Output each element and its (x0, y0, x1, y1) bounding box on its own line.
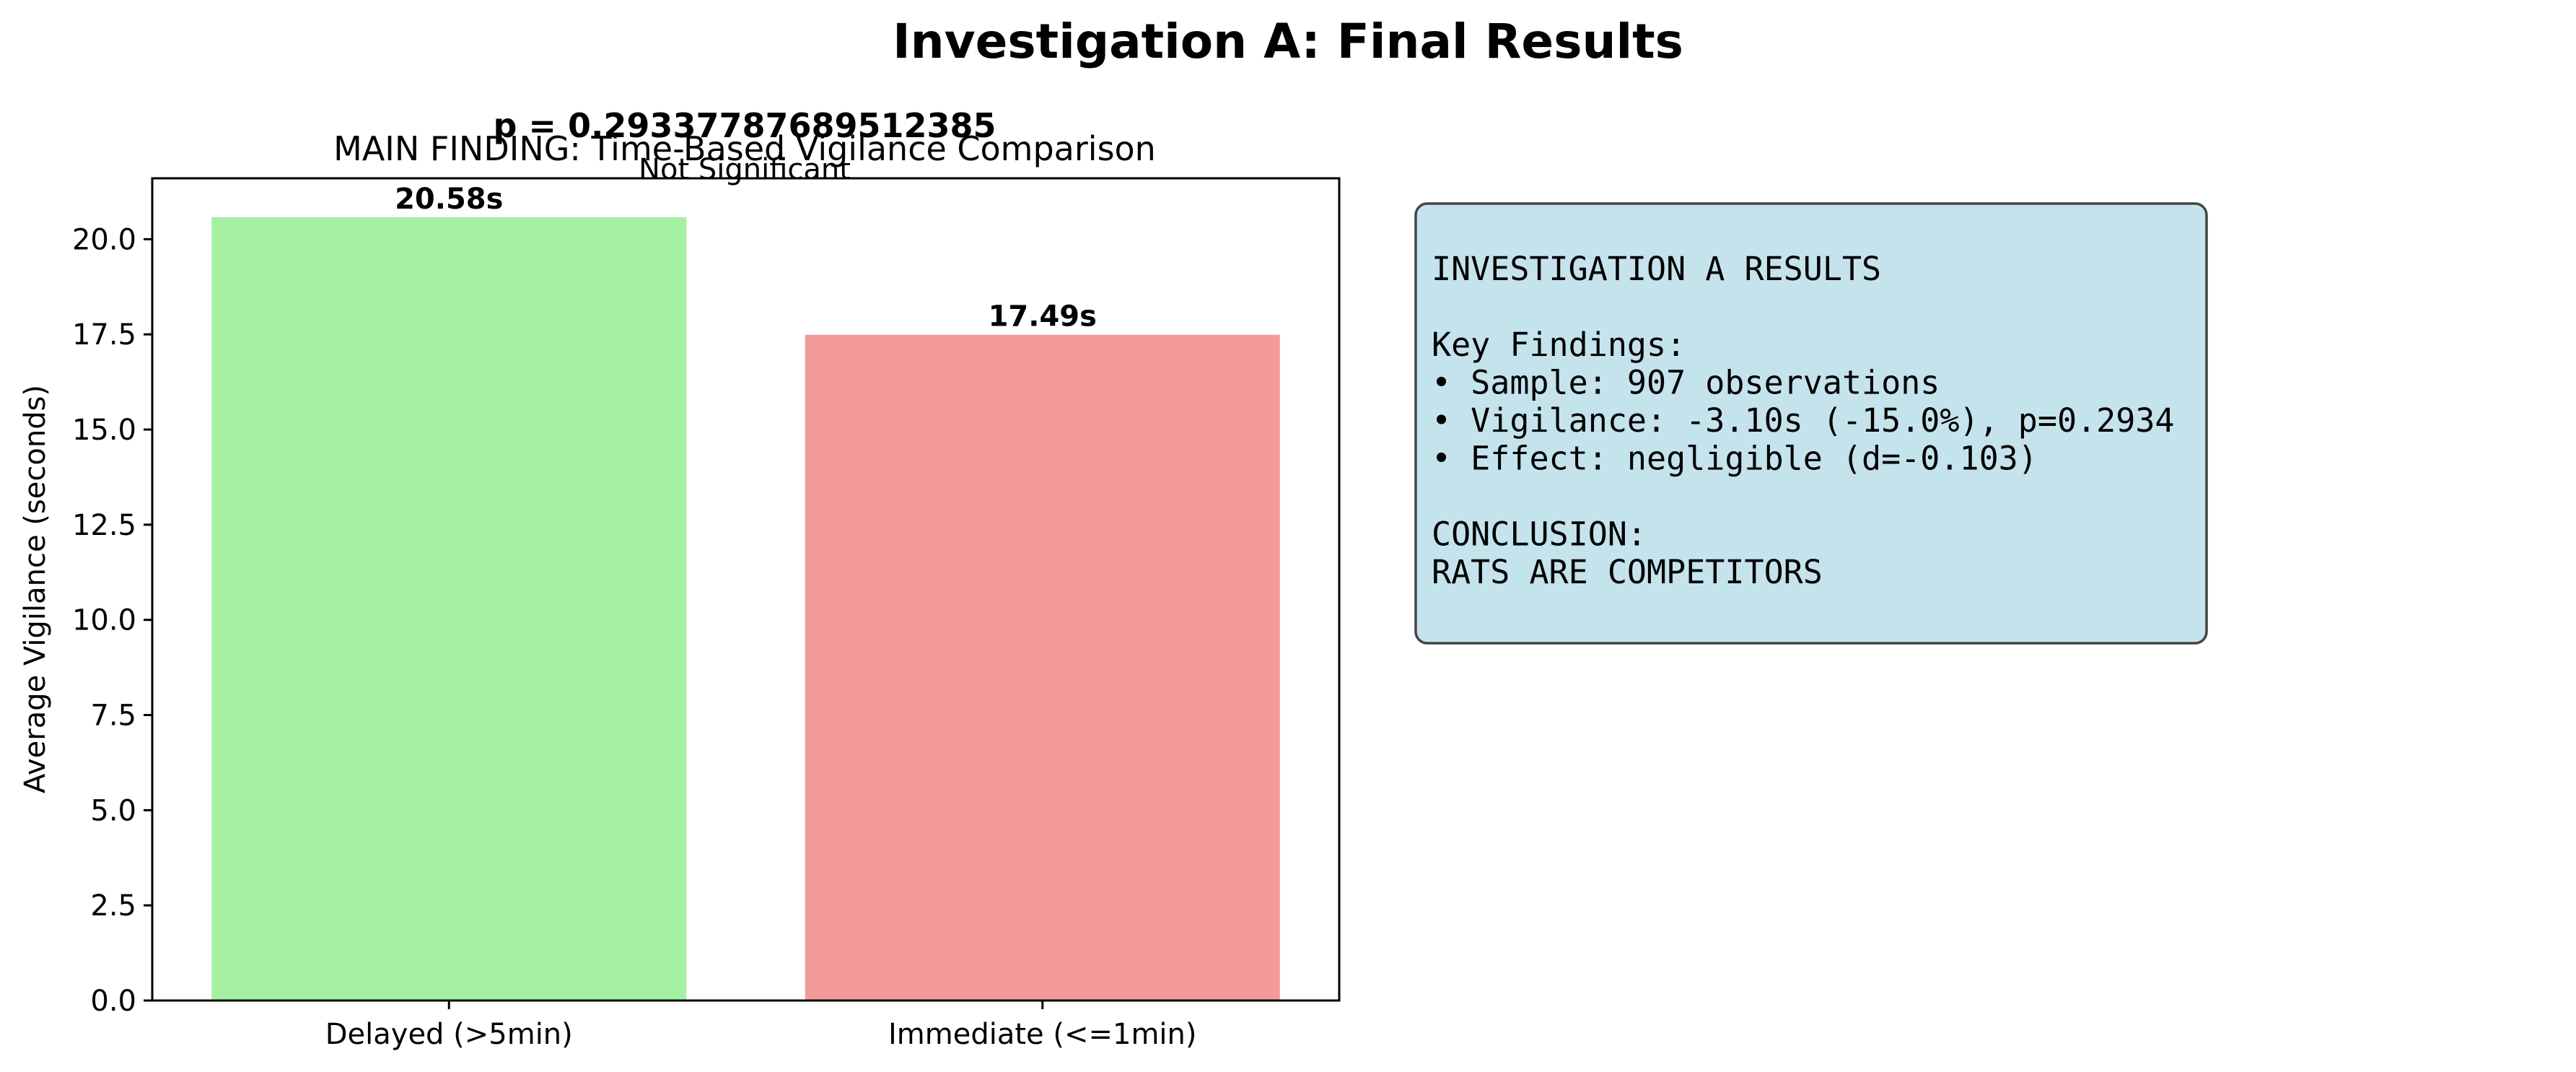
bar-value-label-1: 20.58s (395, 183, 503, 216)
y-tick-label-3: 5.0 (90, 794, 136, 827)
figure-title: Investigation A: Final Results (893, 14, 1683, 69)
results-panel-line-4: • Sample: 907 observations (1432, 364, 1940, 402)
bar-1 (211, 217, 687, 1001)
bar-chart-axes: MAIN FINDING: Time-Based Vigilance Compa… (19, 106, 1341, 1051)
y-tick-label-4: 7.5 (90, 700, 136, 733)
bar-value-label-2: 17.49s (989, 300, 1097, 334)
results-panel-line-5: • Vigilance: -3.10s (-15.0%), p=0.2934 (1432, 401, 2175, 440)
bars-group: 20.58s 17.49s (211, 183, 1280, 1001)
y-tick-label-6: 12.5 (72, 509, 136, 542)
x-axis-ticks: Delayed (>5min) Immediate (<=1min) (325, 1001, 1196, 1051)
results-panel-line-1: INVESTIGATION A RESULTS (1432, 250, 1881, 288)
x-tick-label-1: Delayed (>5min) (325, 1018, 573, 1051)
results-panel-line-6: • Effect: negligible (d=-0.103) (1432, 440, 2038, 478)
x-tick-label-2: Immediate (<=1min) (888, 1018, 1196, 1051)
significance-annotation: Not Significant (639, 153, 851, 186)
y-tick-label-1: 0.0 (90, 985, 136, 1018)
results-panel-text: INVESTIGATION A RESULTS Key Findings: • Sa… (1432, 250, 2175, 591)
y-axis-ticks: 0.0 2.5 5.0 7.5 10.0 12.5 15.0 17.5 20.0 (72, 223, 152, 1018)
y-tick-label-9: 20.0 (72, 223, 136, 256)
results-panel-line-9: RATS ARE COMPETITORS (1432, 553, 1823, 591)
chart-title: MAIN FINDING: Time-Based Vigilance Compa… (333, 129, 1156, 168)
results-panel-line-8: CONCLUSION: (1432, 515, 1647, 554)
results-panel-line-3: Key Findings: (1432, 326, 1686, 364)
y-tick-label-2: 2.5 (90, 889, 136, 923)
y-tick-label-5: 10.0 (72, 604, 136, 637)
bar-2 (805, 334, 1280, 1001)
y-axis-label: Average Vigilance (seconds) (19, 385, 52, 793)
plot-area-frame (151, 177, 1341, 1002)
results-panel-box (1414, 202, 2208, 645)
y-tick-label-8: 17.5 (72, 318, 136, 352)
p-value-annotation: p = 0.29337787689512385 (493, 106, 996, 145)
results-panel: INVESTIGATION A RESULTS Key Findings: • Sa… (1414, 202, 2208, 645)
y-tick-label-7: 15.0 (72, 414, 136, 447)
